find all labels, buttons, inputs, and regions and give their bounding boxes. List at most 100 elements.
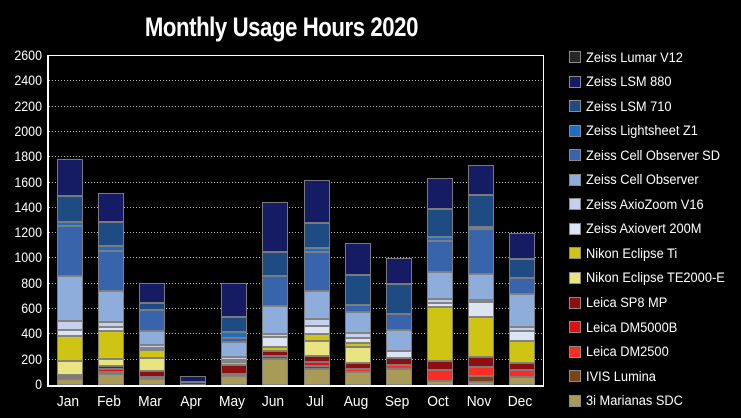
bar-segment [385, 257, 412, 284]
legend-label: Nikon Eclipse TE2000-E [586, 270, 725, 286]
bar-segment [427, 381, 454, 385]
bar-segment [262, 333, 289, 337]
bar-oct [427, 177, 454, 385]
bar-segment [138, 347, 165, 351]
bar-segment [262, 305, 289, 334]
legend-item: Zeiss Lumar V12 [569, 49, 688, 65]
bar-segment [303, 290, 330, 320]
legend-item: Leica DM5000B [569, 319, 682, 335]
gridline-1600 [49, 181, 543, 183]
bar-segment [97, 322, 124, 327]
bar-segment [221, 331, 248, 338]
legend-label: IVIS Lumina [586, 368, 656, 384]
x-tick-label-dec: Dec [508, 394, 533, 410]
bar-segment [97, 366, 124, 369]
bar-segment [138, 310, 165, 332]
bar-segment [97, 371, 124, 374]
bar-segment [303, 248, 330, 252]
legend-item: IVIS Lumina [569, 368, 660, 384]
bar-segment [97, 373, 124, 385]
bar-segment [427, 237, 454, 242]
bar-segment [344, 362, 371, 369]
bar-segment [97, 221, 124, 246]
x-tick-label-may: May [219, 394, 246, 410]
bar-jan [56, 159, 83, 385]
bar-segment [97, 331, 124, 360]
bar-segment [509, 376, 536, 385]
bar-segment [427, 360, 454, 371]
bar-segment [262, 347, 289, 351]
bar-segment [303, 369, 330, 385]
bar-segment [138, 376, 165, 379]
x-tick-label-jul: Jul [305, 394, 324, 410]
legend-label: Leica DM2500 [586, 344, 669, 360]
legend-swatch [569, 198, 581, 211]
x-tick-label-mar: Mar [138, 394, 162, 410]
y-tick-label-0: 0 [35, 377, 42, 392]
bar-segment [344, 347, 371, 363]
x-tick-label-nov: Nov [466, 394, 492, 410]
legend-swatch [569, 345, 581, 358]
bar-segment [385, 314, 412, 331]
legend-label: Leica DM5000B [586, 319, 678, 335]
bar-segment [344, 337, 371, 343]
legend-item: Zeiss Lightsheet Z1 [569, 123, 704, 139]
bar-segment [509, 326, 536, 332]
legend-item: Leica DM2500 [569, 344, 673, 360]
bar-segment [262, 202, 289, 252]
bar-segment [509, 277, 536, 294]
bar-segment [468, 273, 495, 300]
bar-jun [262, 202, 289, 385]
bar-segment [509, 370, 536, 377]
bar-segment [138, 350, 165, 358]
bar-segment [262, 251, 289, 277]
x-tick-label-aug: Aug [343, 394, 369, 410]
legend-swatch [569, 124, 581, 137]
legend-item: Nikon Eclipse Ti [569, 245, 682, 261]
bar-jul [303, 180, 330, 385]
bar-segment [97, 290, 124, 323]
legend-item: Nikon Eclipse TE2000-E [569, 270, 732, 286]
bar-segment [221, 317, 248, 332]
legend-swatch [569, 370, 581, 383]
bar-segment [468, 376, 495, 382]
bar-segment [427, 370, 454, 382]
bar-segment [56, 335, 83, 361]
legend-swatch [569, 247, 581, 260]
gridline-2000 [49, 130, 543, 132]
bar-segment [344, 371, 371, 385]
chart-title: Monthly Usage Hours 2020 [144, 12, 419, 42]
legend-swatch [569, 51, 581, 63]
legend-item: Leica SP8 MP [569, 295, 672, 311]
bar-segment [56, 374, 83, 377]
plot-area [47, 55, 544, 387]
bar-segment [97, 359, 124, 367]
bar-segment [303, 366, 330, 370]
legend-item: Zeiss AxioZoom V16 [569, 196, 710, 212]
bar-segment [262, 276, 289, 306]
bar-segment [221, 356, 248, 360]
bar-segment [97, 326, 124, 332]
legend-label: Zeiss Cell Observer [586, 172, 699, 188]
y-tick-label-200: 200 [21, 351, 42, 367]
bar-segment [97, 193, 124, 222]
bar-segment [221, 342, 248, 357]
bar-segment [262, 359, 289, 385]
legend-swatch [569, 100, 581, 113]
y-tick-label-2200: 2200 [14, 98, 42, 114]
legend-swatch [569, 321, 581, 334]
bar-segment [56, 378, 83, 385]
legend-label: Nikon Eclipse Ti [586, 245, 678, 261]
bar-segment [56, 275, 83, 322]
y-tick-label-2000: 2000 [14, 123, 42, 139]
bar-segment [468, 228, 495, 274]
legend-label: 3i Marianas SDC [586, 393, 683, 409]
x-tick-label-feb: Feb [96, 394, 121, 410]
legend-swatch [569, 394, 581, 407]
gridline-1000 [49, 257, 543, 259]
bar-segment [97, 250, 124, 291]
bar-segment [56, 321, 83, 331]
bar-segment [303, 362, 330, 367]
bar-nov [468, 164, 495, 385]
bar-segment [138, 331, 165, 345]
